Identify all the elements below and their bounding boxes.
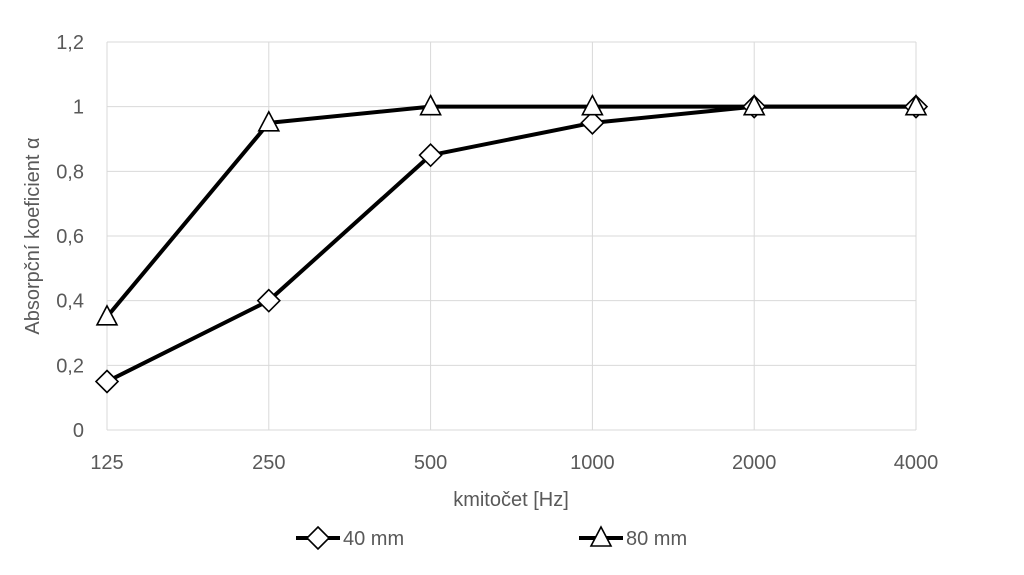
data-point-40-mm: [580, 110, 605, 135]
y-tick-label: 1,2: [56, 32, 84, 54]
legend: 40 mm 80 mm: [296, 525, 687, 551]
x-tick-label: 500: [414, 452, 447, 474]
series-markers: [94, 93, 929, 394]
x-tick-label: 1000: [570, 452, 615, 474]
data-point-80-mm: [581, 93, 604, 116]
y-tick-label: 0: [73, 420, 84, 442]
x-tick-label: 125: [90, 452, 123, 474]
x-tick-label: 2000: [732, 452, 777, 474]
x-axis-tick-labels: 125 250 500 1000 2000 4000: [90, 452, 938, 474]
data-point-80-mm: [95, 304, 119, 326]
x-axis-label: kmitočet [Hz]: [453, 489, 569, 511]
data-point-40-mm: [94, 369, 120, 394]
y-tick-label: 0,4: [56, 291, 84, 313]
y-tick-label: 1: [73, 97, 84, 119]
y-tick-label: 0,6: [56, 226, 84, 248]
legend-marker: [305, 525, 331, 551]
data-point-40-mm: [418, 143, 443, 168]
y-tick-label: 0,8: [56, 161, 84, 183]
data-point-80-mm: [257, 110, 281, 132]
gridlines: [106, 41, 917, 431]
data-point-80-mm: [904, 93, 928, 116]
legend-marker: [589, 525, 613, 547]
series-line-40-mm: [105, 104, 918, 384]
x-tick-label: 250: [252, 452, 285, 474]
legend-label: 80 mm: [626, 528, 687, 550]
data-point-40-mm: [256, 288, 281, 313]
y-tick-label: 0,2: [56, 355, 84, 377]
legend-label: 40 mm: [343, 528, 404, 550]
data-point-80-mm: [419, 93, 442, 116]
y-axis-label: Absorpční koeficient α: [22, 137, 44, 334]
series-line-80-mm: [105, 104, 918, 319]
y-axis-tick-labels: 0 0,2 0,4 0,6 0,8 1 1,2: [56, 32, 84, 442]
x-tick-label: 4000: [894, 452, 939, 474]
data-point-80-mm: [742, 93, 766, 116]
series-lines: [105, 104, 918, 384]
